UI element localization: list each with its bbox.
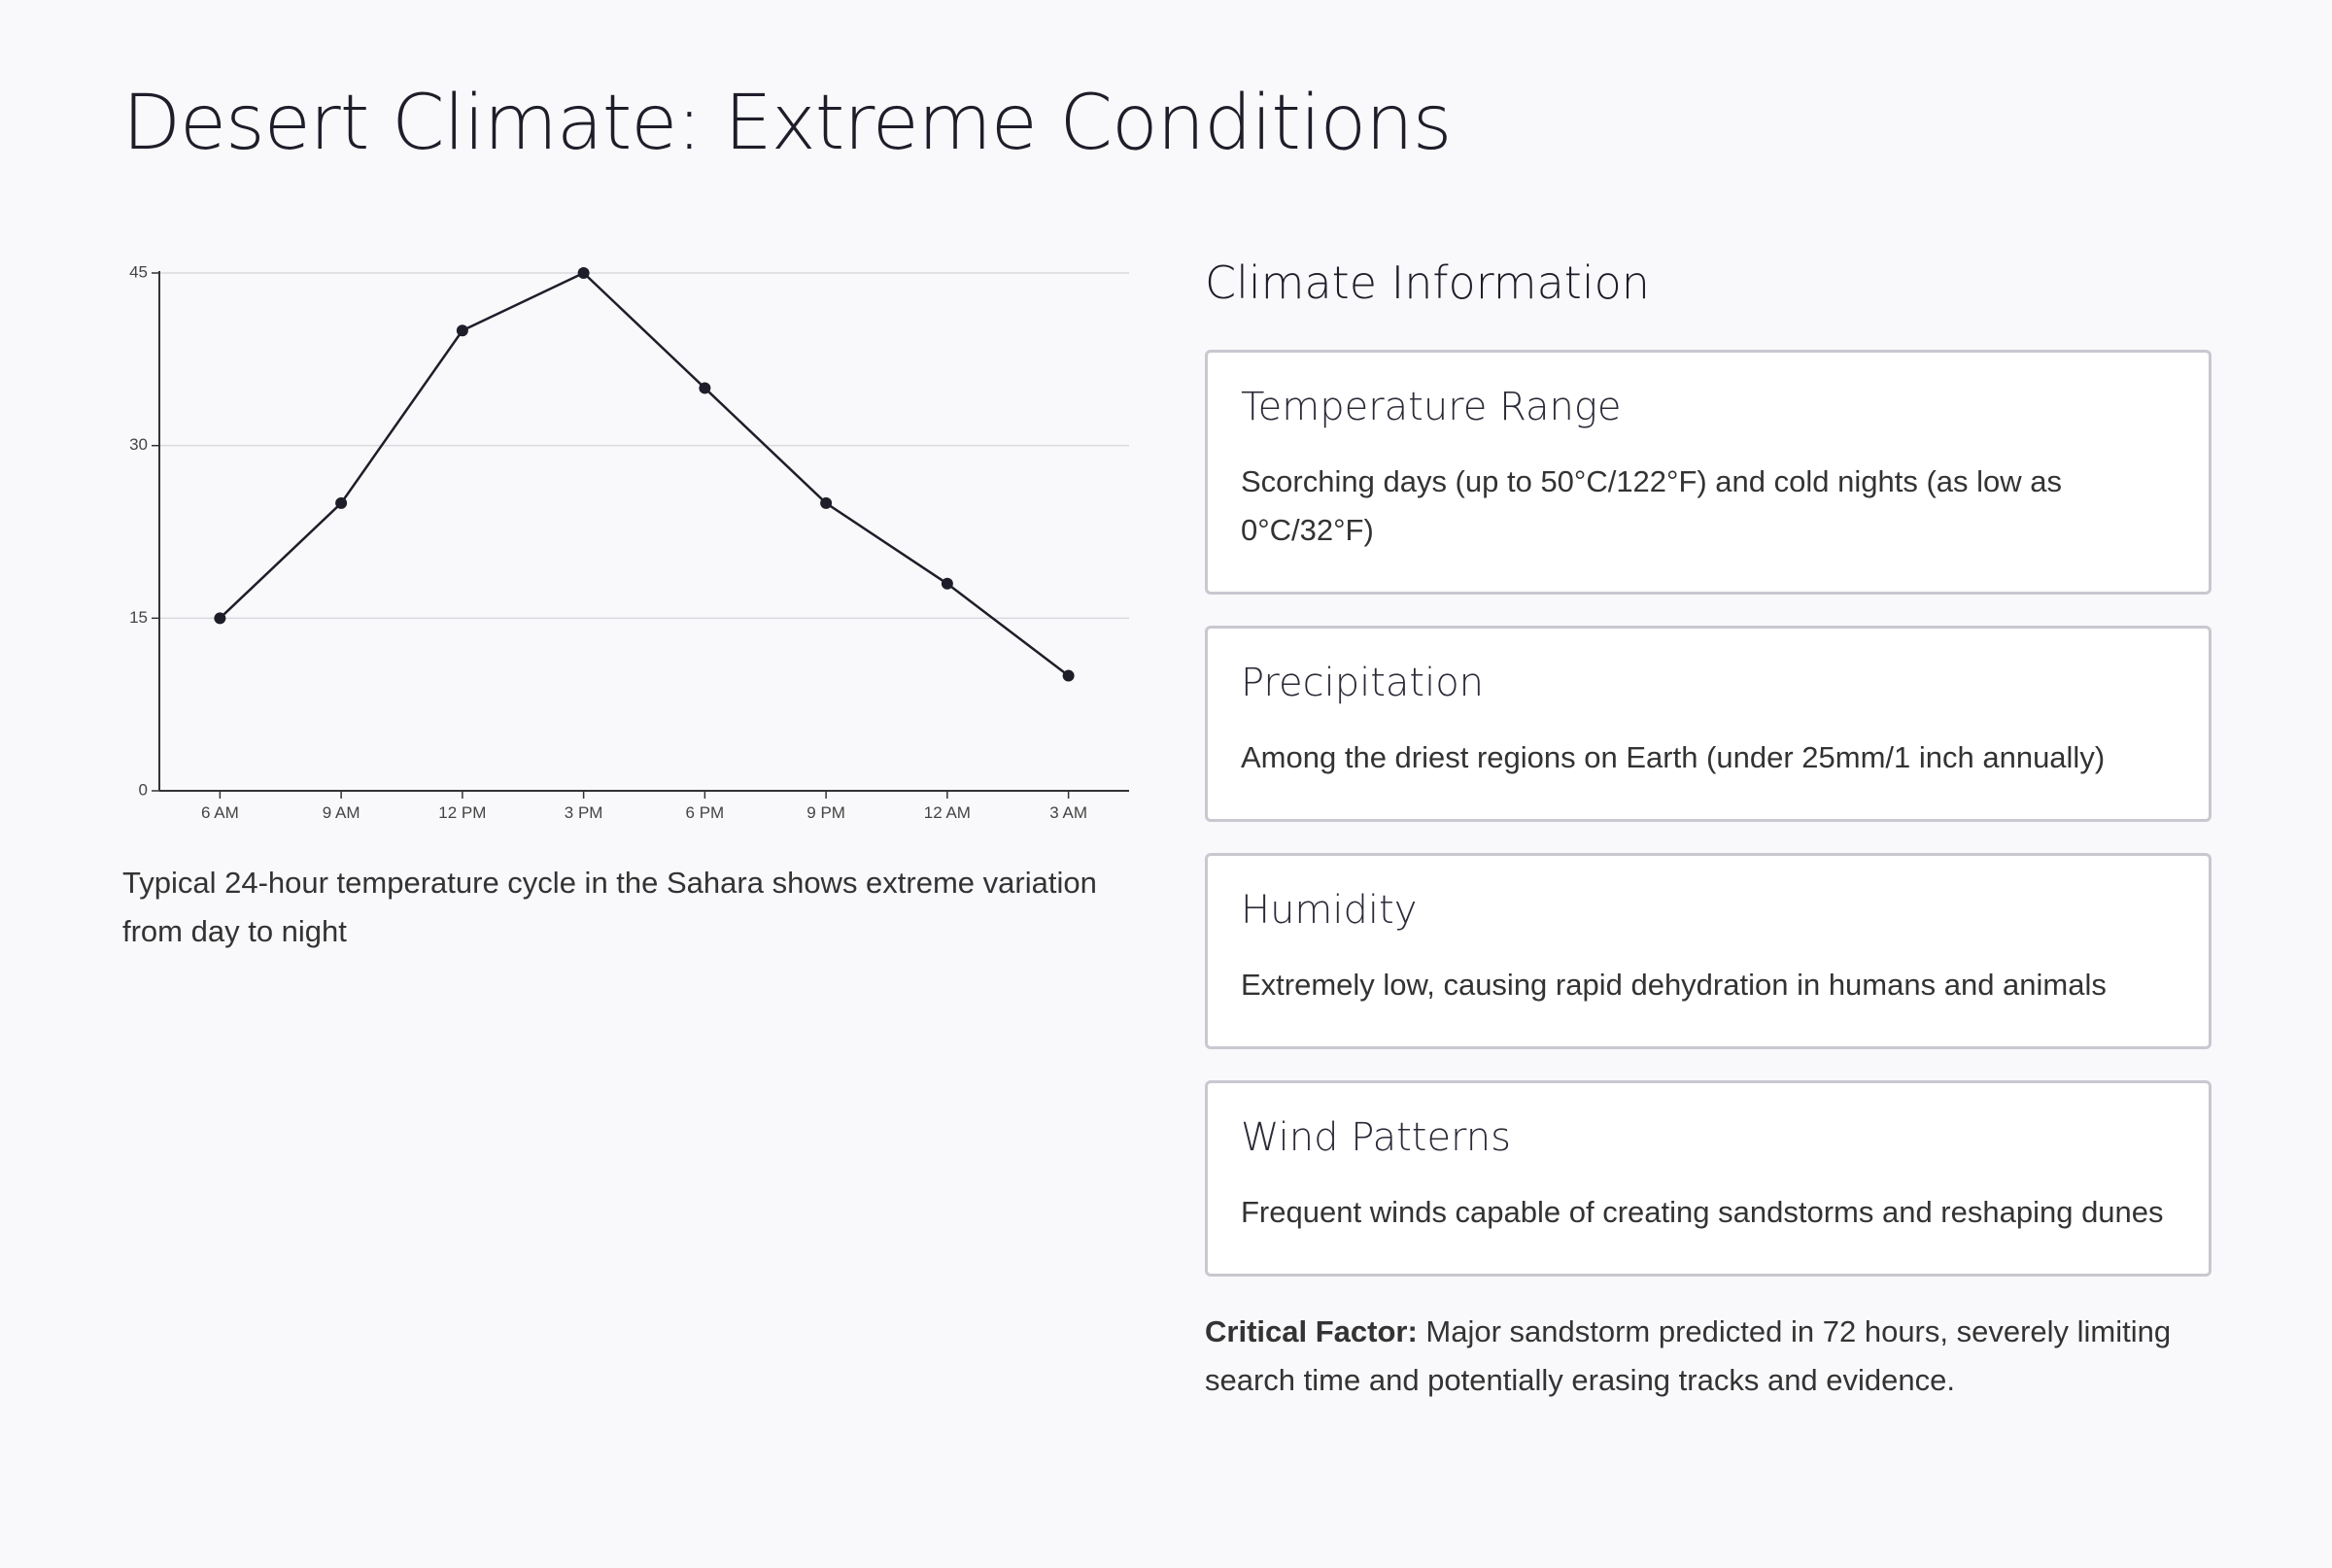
temperature-series-line <box>219 271 1070 677</box>
card-text: Extremely low, causing rapid dehydration… <box>1241 968 2107 1002</box>
card-title: Temperature Range <box>1241 385 1622 429</box>
x-tick-label: 9 PM <box>806 803 845 822</box>
card-text: Among the driest regions on Earth (under… <box>1241 740 2106 774</box>
data-point <box>456 324 468 337</box>
data-point <box>1062 669 1075 682</box>
critical-factor-label: Critical Factor: <box>1205 1314 1418 1348</box>
x-tick-label: 12 PM <box>438 803 486 822</box>
critical-factor-note: Critical Factor: Major sandstorm predict… <box>1205 1308 2212 1405</box>
card-text: Frequent winds capable of creating sands… <box>1241 1195 2164 1229</box>
temperature-chart: 0 15 30 45 6 AM 9 AM 12 PM 3 PM 6 PM 9 PM 12 AM 3 A… <box>122 249 1143 832</box>
data-point <box>577 267 590 279</box>
data-point <box>941 577 953 590</box>
page-title: Desert Climate: Extreme Conditions <box>122 80 1452 167</box>
data-point <box>699 382 711 394</box>
card-humidity: Humidity Extremely low, causing rapid de… <box>1205 853 2212 1049</box>
card-title: Humidity <box>1241 888 1418 933</box>
card-title: Wind Patterns <box>1241 1115 1511 1160</box>
climate-info-heading: Climate Information <box>1205 256 1650 309</box>
data-point <box>820 496 833 509</box>
temperature-line-chart: 0 15 30 45 6 AM 9 AM 12 PM 3 PM 6 PM 9 PM 12 AM 3 A… <box>129 262 1129 822</box>
card-wind-patterns: Wind Patterns Frequent winds capable of … <box>1205 1080 2212 1277</box>
y-tick-label: 45 <box>129 262 148 281</box>
card-precipitation: Precipitation Among the driest regions o… <box>1205 626 2212 822</box>
x-tick-label: 3 PM <box>565 803 603 822</box>
critical-factor-text: Major sandstorm predicted in 72 hours, s… <box>1205 1314 2172 1397</box>
data-point <box>335 496 348 509</box>
card-title: Precipitation <box>1241 661 1485 705</box>
data-point <box>214 612 226 625</box>
chart-caption: Typical 24-hour temperature cycle in the… <box>122 866 1097 948</box>
y-tick-label: 0 <box>139 780 148 799</box>
climate-info-panel: Climate Information Temperature Range Sc… <box>1205 251 2212 1405</box>
x-tick-label: 12 AM <box>924 803 971 822</box>
x-tick-label: 6 AM <box>201 803 239 822</box>
x-tick-label: 3 AM <box>1049 803 1087 822</box>
x-tick-label: 9 AM <box>323 803 360 822</box>
y-tick-label: 15 <box>129 608 148 627</box>
y-tick-label: 30 <box>129 435 148 454</box>
x-tick-label: 6 PM <box>686 803 725 822</box>
card-text: Scorching days (up to 50°C/122°F) and co… <box>1241 464 2063 547</box>
card-temperature-range: Temperature Range Scorching days (up to … <box>1205 350 2212 595</box>
